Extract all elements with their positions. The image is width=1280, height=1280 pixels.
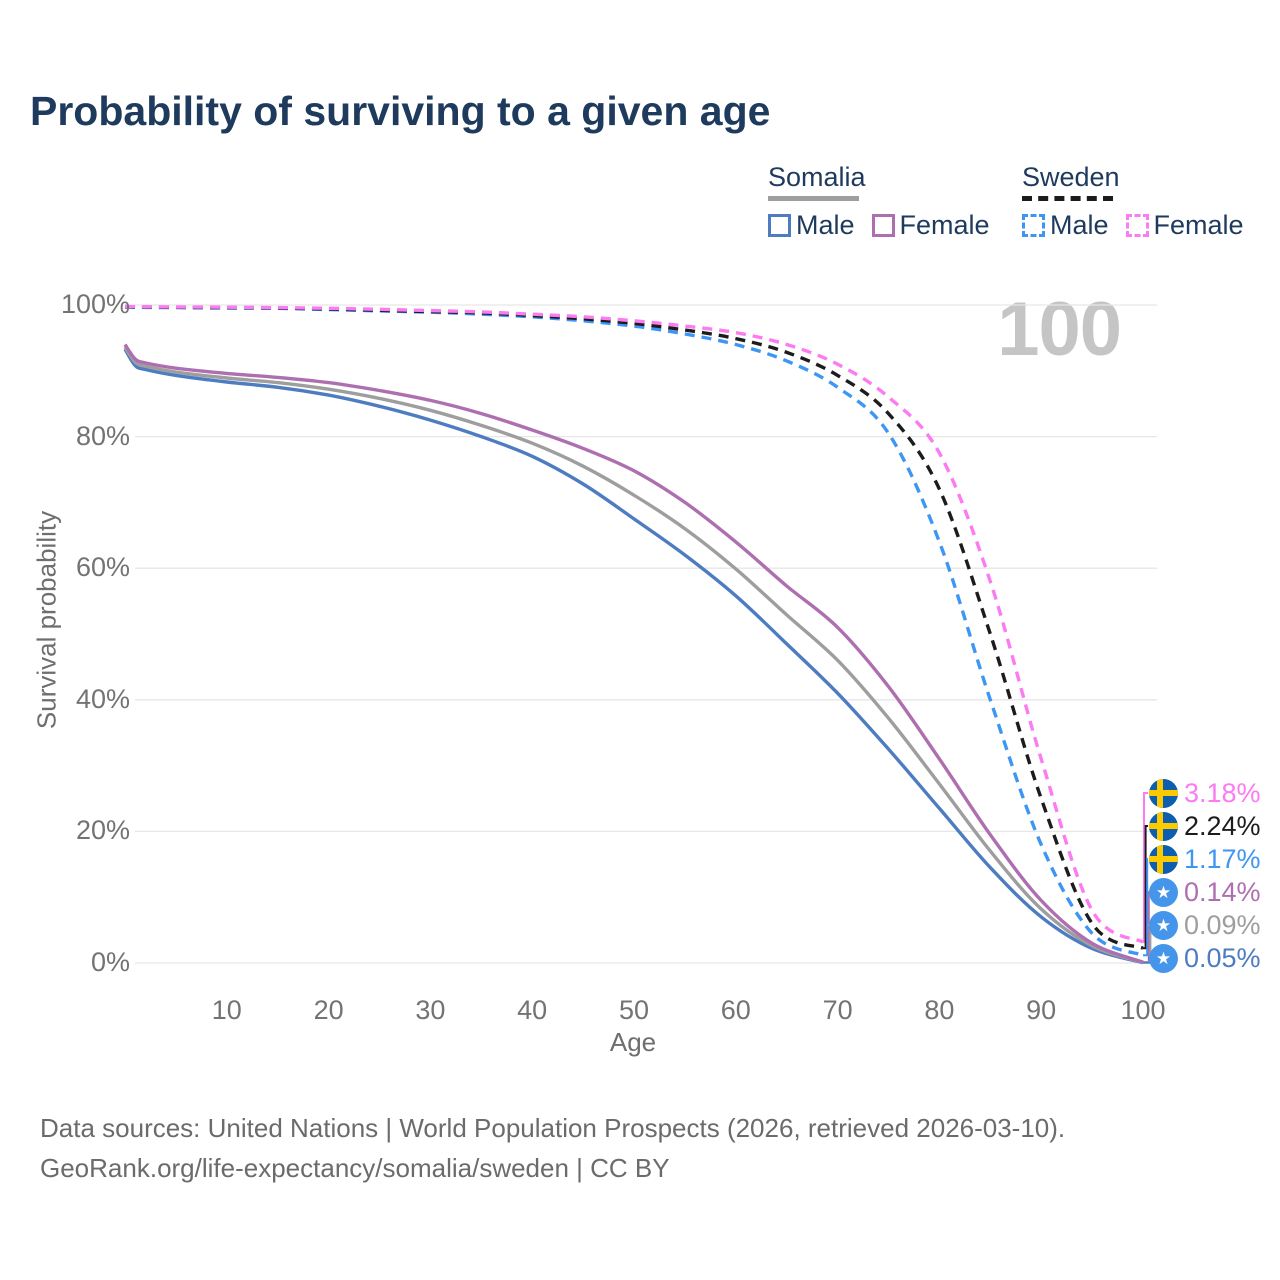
end-label-value: 1.17% <box>1184 843 1261 874</box>
curve-somalia-both <box>123 346 1144 965</box>
x-tick-label: 60 <box>720 995 751 1025</box>
legend-item-somalia-female: Female <box>871 210 990 241</box>
legend-group-somalia: Somalia Male Female <box>768 162 990 241</box>
page-title: Probability of surviving to a given age <box>30 88 771 134</box>
y-tick-label: 60% <box>75 552 130 583</box>
somalia-flag-icon: ★ <box>1149 910 1178 940</box>
x-tick-label: 90 <box>1026 995 1057 1025</box>
somalia-solid-line-key <box>768 196 859 201</box>
end-label-row: 2.24% <box>1149 811 1261 841</box>
sweden-flag-icon <box>1149 844 1178 874</box>
attribution-text: GeoRank.org/life-expectancy/somalia/swed… <box>40 1153 670 1183</box>
x-tick-label: 80 <box>924 995 955 1025</box>
y-tick-label: 20% <box>75 815 130 846</box>
x-tick-label: 100 <box>1120 995 1166 1025</box>
sweden-dashed-line-key <box>1022 196 1113 201</box>
somalia-flag-icon: ★ <box>1149 943 1178 973</box>
leader-line <box>1143 825 1148 950</box>
sweden-flag-icon <box>1149 811 1178 841</box>
end-label-row: ★ 0.14% <box>1149 877 1261 907</box>
end-label-row: ★ 0.09% <box>1149 910 1261 940</box>
leader-line <box>1143 858 1149 957</box>
y-tick-label: 80% <box>75 420 130 451</box>
end-label-row: 3.18% <box>1149 778 1261 808</box>
end-label-row: 1.17% <box>1149 844 1261 874</box>
legend-item-sweden-female: Female <box>1125 210 1244 241</box>
curve-sweden-female <box>124 304 1144 944</box>
curve-somalia-male <box>123 348 1144 965</box>
sweden-male-swatch-icon <box>1022 214 1045 237</box>
sweden-flag-icon <box>1149 778 1178 808</box>
age-counter-watermark: 100 <box>997 287 1122 372</box>
x-tick-label: 50 <box>618 995 650 1025</box>
x-axis-title: Age <box>609 1027 657 1057</box>
legend-label: Female <box>899 210 990 240</box>
sweden-female-swatch-icon <box>1125 214 1149 237</box>
legend-row-sweden: Male Female <box>1022 210 1244 241</box>
legend-country-somalia: Somalia <box>768 162 866 192</box>
legend-country-sweden: Sweden <box>1022 162 1120 192</box>
x-tick-label: 10 <box>211 995 242 1025</box>
legend-label: Female <box>1153 210 1244 240</box>
y-tick-label: 0% <box>90 947 130 977</box>
y-tick-label: 100% <box>60 289 130 319</box>
end-label-row: ★ 0.05% <box>1149 943 1261 973</box>
x-tick-label: 20 <box>313 995 344 1025</box>
legend-row-somalia: Male Female <box>768 210 990 241</box>
legend-label: Male <box>1050 210 1109 240</box>
legend-item-somalia-male: Male <box>768 210 855 241</box>
x-tick-label: 30 <box>415 995 446 1025</box>
end-label-value: 2.24% <box>1184 810 1261 841</box>
data-sources-text: Data sources: United Nations | World Pop… <box>40 1113 1066 1143</box>
x-tick-label: 40 <box>517 995 548 1025</box>
legend-item-sweden-male: Male <box>1022 210 1109 241</box>
leader-line <box>1143 792 1148 944</box>
curve-somalia-female <box>123 343 1144 964</box>
y-tick-label: 40% <box>75 683 130 714</box>
x-tick-label: 70 <box>822 995 853 1025</box>
curve-sweden-male <box>124 305 1144 957</box>
end-label-value: 0.09% <box>1184 909 1261 940</box>
somalia-male-swatch-icon <box>768 214 791 237</box>
footer: Data sources: United Nations | World Pop… <box>40 1108 1065 1188</box>
legend-group-sweden: Sweden Male Female <box>1022 162 1244 241</box>
somalia-female-swatch-icon <box>871 214 895 237</box>
legend-label: Male <box>796 210 855 240</box>
end-label-value: 3.18% <box>1184 777 1261 808</box>
somalia-flag-icon: ★ <box>1149 877 1178 907</box>
end-label-value: 0.14% <box>1184 876 1261 907</box>
end-label-value: 0.05% <box>1184 942 1261 973</box>
